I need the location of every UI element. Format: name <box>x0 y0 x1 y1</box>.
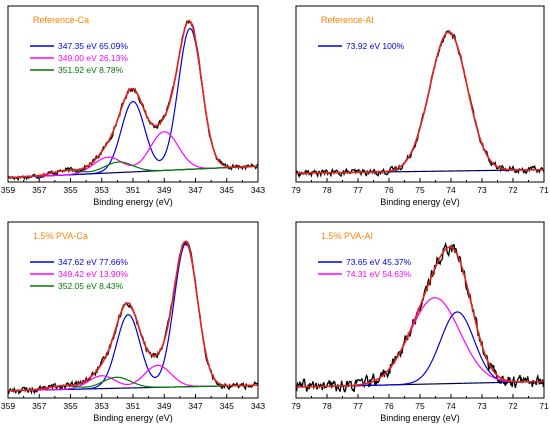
fit-component-line-1 <box>8 27 258 179</box>
legend-entry-label: 347.35 eV 65.09% <box>58 41 128 51</box>
x-tick-label: 355 <box>63 185 77 195</box>
plot-frame <box>295 5 545 183</box>
experimental-spectrum-line <box>8 240 258 396</box>
fit-component-line-1 <box>296 31 544 174</box>
x-tick-label: 76 <box>384 185 394 195</box>
x-tick-label: 359 <box>1 401 15 411</box>
x-tick-label: 75 <box>415 185 425 195</box>
x-tick-label: 73 <box>477 401 487 411</box>
experimental-spectrum-line <box>8 19 258 182</box>
x-tick-label: 351 <box>126 401 140 411</box>
x-tick-label: 347 <box>188 185 202 195</box>
chart-panel-4: 79 78 77 76 75 74 73 72 71 Binding energy (eV) 1.5… <box>291 221 549 423</box>
plot-area <box>8 19 258 182</box>
x-tick-label: 349 <box>157 185 171 195</box>
x-axis-title: Binding energy (eV) <box>93 413 173 423</box>
plot-area <box>296 241 544 393</box>
x-tick-label: 77 <box>353 401 363 411</box>
x-tick-label: 345 <box>220 401 234 411</box>
plot-area <box>8 240 258 396</box>
x-tick-label: 71 <box>539 401 549 411</box>
x-tick-label: 353 <box>95 185 109 195</box>
plot-frame <box>7 5 259 183</box>
x-tick-label: 349 <box>157 401 171 411</box>
x-tick-label: 74 <box>446 185 456 195</box>
fit-envelope-line <box>8 240 258 392</box>
x-tick-label: 355 <box>63 401 77 411</box>
chart-panel-2: 79 78 77 76 75 74 73 72 71 Binding energy (eV) Ref… <box>291 5 549 207</box>
x-tick-label: 359 <box>1 185 15 195</box>
experimental-spectrum-line <box>296 241 544 393</box>
legend-entry-label: 347.62 eV 77.66% <box>58 257 128 267</box>
plot-area <box>296 29 544 179</box>
x-tick-label: 353 <box>95 401 109 411</box>
x-tick-label: 72 <box>508 401 518 411</box>
fit-component-line-2 <box>296 297 544 388</box>
x-tick-label: 347 <box>188 401 202 411</box>
x-axis-title: Binding energy (eV) <box>380 197 460 207</box>
x-tick-label: 343 <box>251 185 265 195</box>
legend-entry-label: 73.92 eV 100% <box>346 41 405 51</box>
x-axis-title: Binding energy (eV) <box>93 197 173 207</box>
panel-title: Reference-Al <box>321 15 374 25</box>
x-tick-label: 76 <box>384 401 394 411</box>
x-tick-label: 74 <box>446 401 456 411</box>
x-tick-label: 351 <box>126 185 140 195</box>
x-tick-label: 357 <box>32 401 46 411</box>
fit-envelope-line <box>296 31 544 174</box>
x-tick-label: 71 <box>539 185 549 195</box>
x-tick-label: 73 <box>477 185 487 195</box>
fit-envelope-line <box>8 19 258 179</box>
fit-envelope-line <box>296 246 544 388</box>
x-tick-label: 79 <box>291 401 301 411</box>
x-tick-label: 345 <box>220 185 234 195</box>
legend-entry-label: 351.92 eV 8.78% <box>58 65 124 75</box>
x-tick-label: 79 <box>291 185 301 195</box>
fit-component-line-1 <box>296 311 544 388</box>
legend-entry-label: 352.05 eV 8.43% <box>58 281 124 291</box>
experimental-spectrum-line <box>296 29 544 179</box>
x-tick-label: 77 <box>353 185 363 195</box>
panel-title: 1.5% PVA-Ca <box>33 231 88 241</box>
panel-title: Reference-Ca <box>33 15 89 25</box>
fit-component-line-2 <box>8 131 258 179</box>
panel-title: 1.5% PVA-Al <box>321 231 372 241</box>
chart-panel-3: 359 357 355 353 351 349 347 345 343 Binding energ… <box>1 221 265 423</box>
fit-component-line-1 <box>8 243 258 392</box>
legend-entry-label: 349.42 eV 13.90% <box>58 269 128 279</box>
x-tick-label: 78 <box>322 185 332 195</box>
x-tick-label: 72 <box>508 185 518 195</box>
chart-panel-1: 359 357 355 353 351 349 347 345 343 Binding energ… <box>1 5 265 207</box>
x-tick-label: 343 <box>251 401 265 411</box>
legend-entry-label: 74.31 eV 54.63% <box>346 269 412 279</box>
legend-entry-label: 349.00 eV 26.13% <box>58 53 128 63</box>
x-tick-label: 78 <box>322 401 332 411</box>
x-tick-label: 75 <box>415 401 425 411</box>
legend-entry-label: 73.65 eV 45.37% <box>346 257 412 267</box>
x-tick-label: 357 <box>32 185 46 195</box>
x-axis-title: Binding energy (eV) <box>380 413 460 423</box>
